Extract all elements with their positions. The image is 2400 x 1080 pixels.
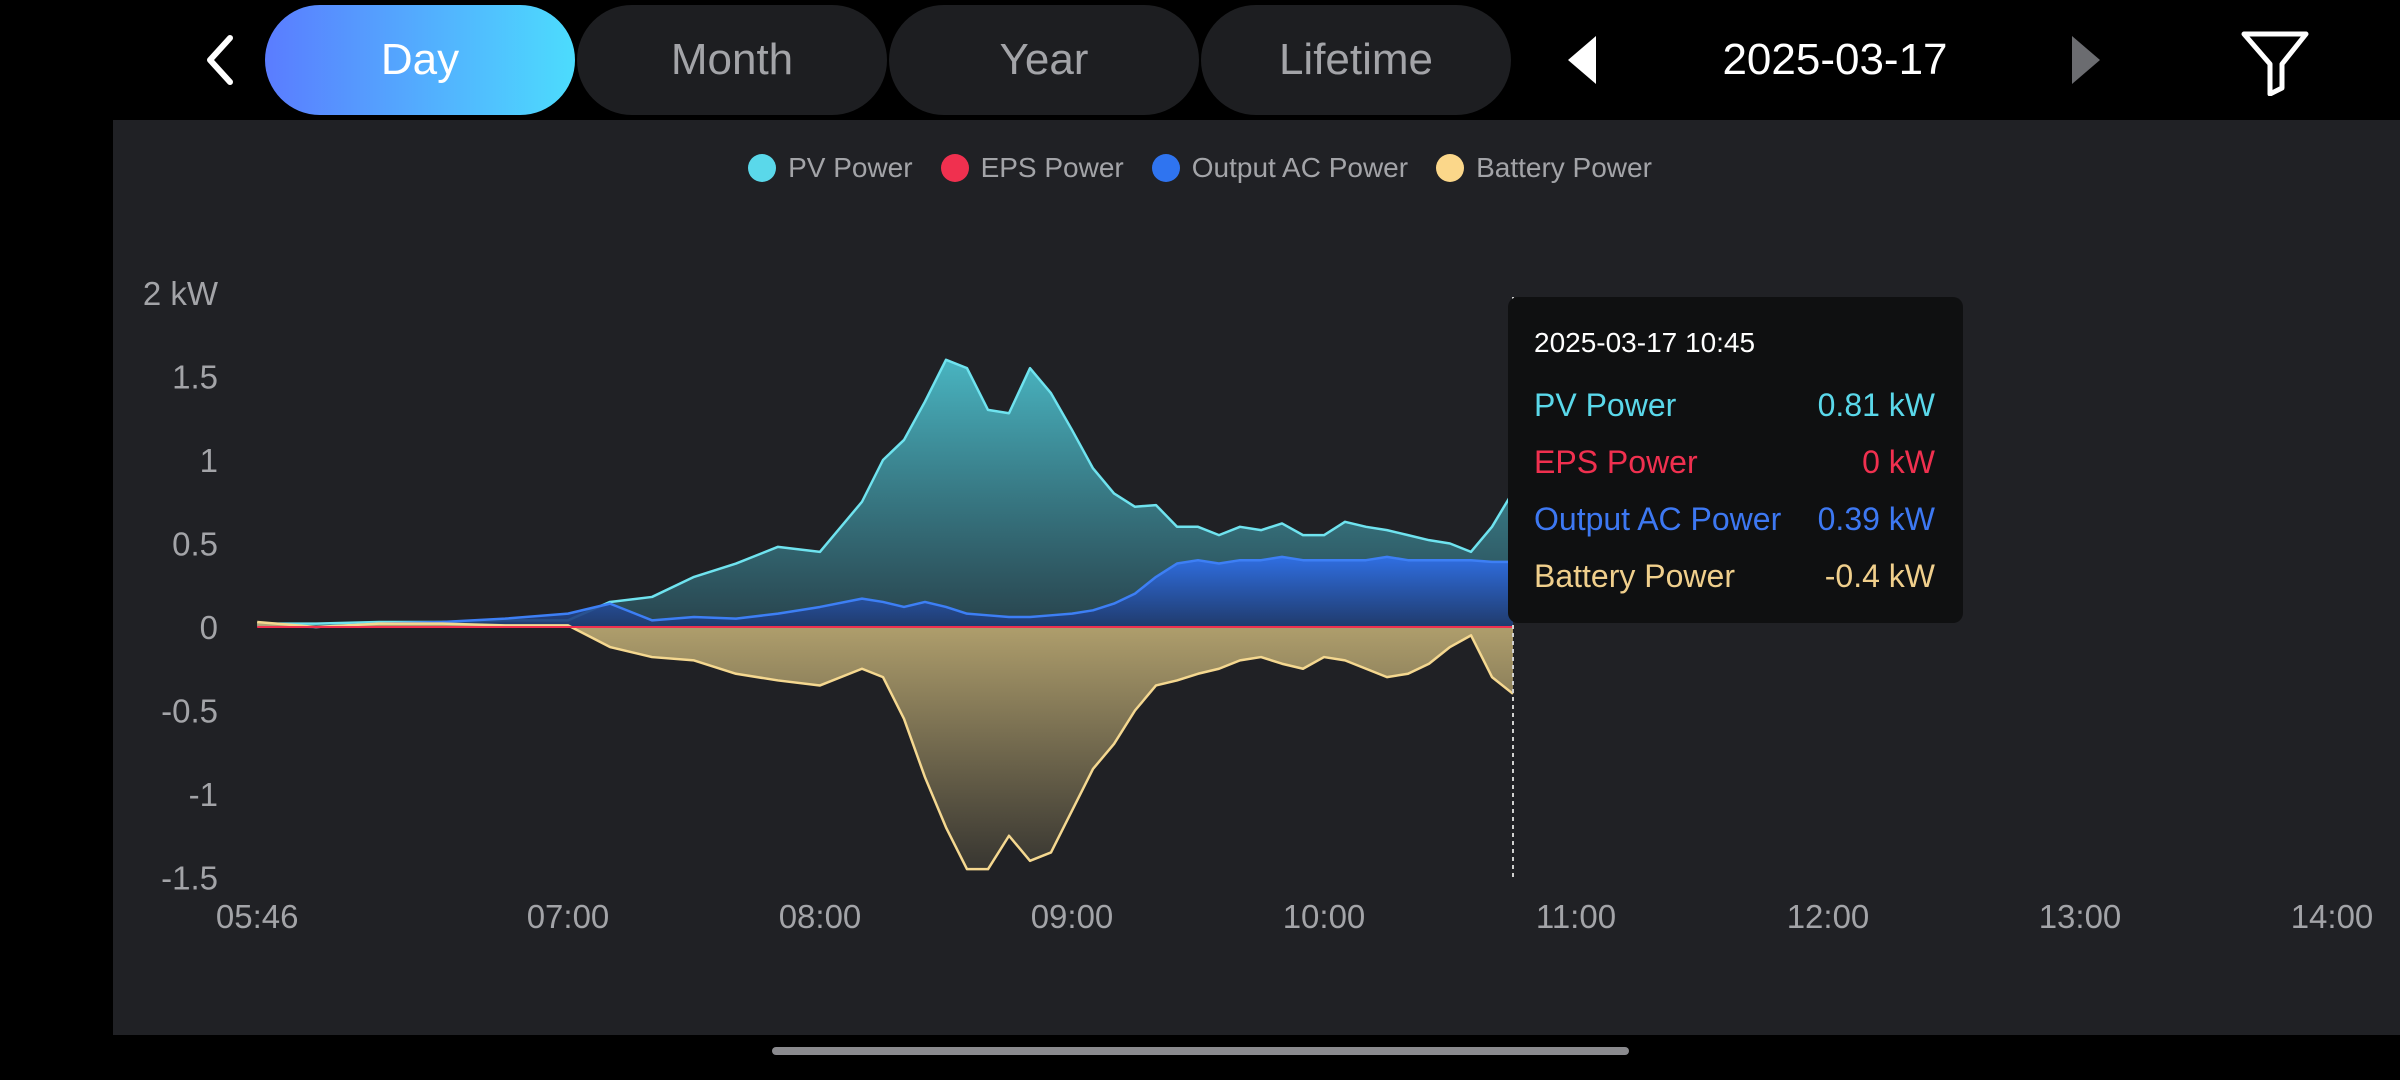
tab-year[interactable]: Year: [889, 5, 1199, 115]
legend-dot: [940, 154, 969, 182]
x-tick-label: 11:00: [1536, 898, 1616, 935]
y-tick-label: 0.5: [172, 526, 218, 563]
chart-tooltip: 2025-03-17 10:45 PV Power 0.81 kW EPS Po…: [1508, 297, 1963, 623]
y-tick-label: -0.5: [161, 693, 218, 730]
tab-lifetime[interactable]: Lifetime: [1201, 5, 1511, 115]
series-battery-power-line: [257, 620, 1514, 871]
series-layer: [257, 358, 1515, 871]
tooltip-label: Battery Power: [1534, 558, 1735, 594]
tab-month[interactable]: Month: [577, 5, 887, 115]
y-tick-label: 2 kW: [143, 275, 219, 312]
x-tick-label: 10:00: [1283, 898, 1366, 935]
home-indicator[interactable]: [772, 1047, 1629, 1055]
tooltip-label: PV Power: [1534, 387, 1677, 423]
x-tick-label: 08:00: [779, 898, 862, 935]
chart-legend: PV Power EPS Power Output AC Power Batte…: [0, 152, 2400, 184]
tooltip-row-output-ac: Output AC Power 0.39 kW: [1534, 491, 1935, 548]
x-tick-label: 14:00: [2291, 898, 2374, 935]
y-tick-label: 1.5: [172, 359, 218, 396]
legend-label: Output AC Power: [1191, 152, 1409, 183]
legend-output-ac-power[interactable]: Output AC Power: [1151, 152, 1409, 184]
x-tick-label: 13:00: [2039, 898, 2122, 935]
legend-label: EPS Power: [980, 152, 1124, 183]
previous-date-button[interactable]: [1562, 34, 1602, 86]
x-tick-label: 12:00: [1787, 898, 1870, 935]
back-button[interactable]: [195, 30, 245, 90]
tooltip-value: 0 kW: [1862, 444, 1935, 480]
y-tick-label: 1: [200, 442, 218, 479]
series-output-ac-power-area: [257, 556, 1514, 627]
tooltip-time: 2025-03-17 10:45: [1534, 327, 1756, 358]
tooltip-row-battery: Battery Power -0.4 kW: [1534, 548, 1935, 605]
triangle-left-icon: [1568, 36, 1596, 84]
legend-label: Battery Power: [1476, 152, 1652, 183]
legend-pv-power[interactable]: PV Power: [748, 152, 913, 184]
legend-dot: [1151, 154, 1180, 182]
filter-icon: [2241, 31, 2309, 97]
chevron-left-icon: [207, 35, 233, 85]
next-date-button[interactable]: [2066, 34, 2106, 86]
x-tick-label: 07:00: [527, 898, 610, 935]
y-tick-label: -1.5: [161, 860, 218, 897]
legend-eps-power[interactable]: EPS Power: [940, 152, 1124, 184]
y-tick-label: 0: [200, 609, 218, 646]
legend-dot: [748, 154, 777, 182]
tooltip-value: 0.39 kW: [1817, 501, 1935, 537]
series-battery-power-area: [257, 621, 1514, 870]
tooltip-row-eps: EPS Power 0 kW: [1534, 434, 1935, 491]
legend-battery-power[interactable]: Battery Power: [1436, 152, 1652, 184]
x-tick-label: 05:46: [216, 898, 299, 935]
tooltip-value: 0.81 kW: [1817, 387, 1935, 423]
y-tick-label: -1: [189, 776, 218, 813]
series-output-ac-power-line: [257, 555, 1513, 629]
tooltip-label: Output AC Power: [1534, 501, 1782, 537]
triangle-right-icon: [2072, 36, 2100, 84]
legend-dot: [1436, 154, 1465, 182]
tooltip-label: EPS Power: [1534, 444, 1698, 480]
filter-button[interactable]: [2240, 30, 2310, 97]
y-axis: 2 kW 1.5 1 0.5 0 -0.5 -1 -1.5: [143, 275, 219, 897]
tab-day[interactable]: Day: [265, 5, 575, 115]
tooltip-row-pv: PV Power 0.81 kW: [1534, 377, 1935, 434]
x-tick-label: 09:00: [1031, 898, 1114, 935]
selected-date[interactable]: 2025-03-17: [1722, 35, 1948, 84]
legend-label: PV Power: [788, 152, 913, 183]
tooltip-value: -0.4 kW: [1824, 558, 1935, 594]
x-axis: 05:46 07:00 08:00 09:00 10:00 11:00 12:00 13:00…: [216, 898, 2373, 935]
series-pv-power-line: [257, 358, 1515, 625]
